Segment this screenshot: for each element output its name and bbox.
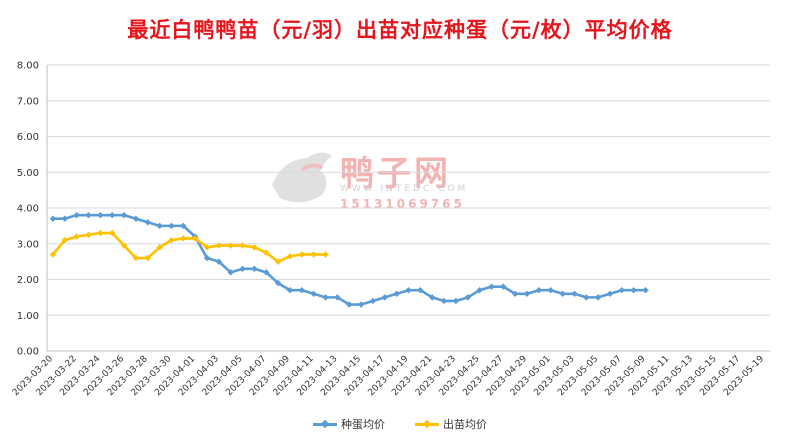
data-point-1: [49, 251, 57, 258]
data-point-0: [322, 294, 329, 301]
y-tick-label: 2.00: [17, 275, 39, 286]
legend: 种蛋均价 出苗均价: [0, 416, 800, 432]
data-point-1: [203, 244, 211, 251]
data-point-0: [274, 279, 282, 287]
data-point-0: [630, 287, 637, 294]
data-point-1: [108, 229, 116, 237]
data-point-1: [251, 244, 258, 251]
data-point-0: [263, 269, 270, 276]
data-point-0: [49, 215, 57, 222]
data-point-0: [97, 211, 104, 219]
data-point-1: [310, 251, 317, 258]
y-tick-label: 4.00: [17, 204, 39, 215]
chart-title: 最近白鸭鸭苗（元/羽）出苗对应种蛋（元/枚）平均价格: [127, 18, 673, 42]
data-point-0: [606, 290, 614, 297]
data-point-1: [227, 242, 234, 249]
legend-swatch-chick: [415, 422, 439, 426]
data-point-0: [168, 222, 175, 230]
data-point-0: [535, 287, 543, 294]
legend-item-egg: 种蛋均价: [313, 416, 385, 432]
data-point-1: [156, 244, 163, 251]
legend-label-chick: 出苗均价: [443, 418, 487, 431]
data-point-0: [642, 287, 649, 294]
legend-item-chick: 出苗均价: [415, 416, 487, 432]
data-point-1: [168, 236, 175, 244]
data-point-1: [120, 242, 128, 249]
data-point-0: [203, 254, 211, 262]
duck-logo-watermark: [272, 152, 332, 203]
data-point-0: [594, 294, 602, 301]
legend-label-egg: 种蛋均价: [341, 418, 385, 431]
data-point-0: [464, 294, 471, 301]
y-tick-label: 6.00: [17, 132, 39, 143]
data-point-0: [251, 265, 258, 272]
data-point-1: [85, 231, 92, 239]
legend-swatch-egg: [313, 422, 337, 426]
data-point-1: [132, 254, 140, 262]
data-point-0: [156, 222, 163, 230]
series-line-1: [51, 231, 326, 263]
y-tick-label: 0.00: [17, 347, 39, 358]
data-point-0: [571, 290, 578, 297]
data-point-1: [61, 236, 68, 244]
watermark-brand: 鸭子网: [340, 154, 451, 194]
data-point-0: [405, 287, 412, 294]
data-point-1: [263, 249, 270, 256]
data-point-1: [274, 258, 282, 265]
data-point-1: [286, 253, 294, 260]
data-point-0: [120, 211, 128, 219]
data-point-0: [369, 297, 377, 305]
data-point-0: [452, 297, 460, 305]
data-point-0: [310, 290, 317, 297]
data-point-1: [298, 251, 306, 258]
data-point-0: [547, 287, 554, 294]
data-point-1: [322, 251, 329, 258]
data-point-0: [286, 287, 294, 294]
data-point-0: [180, 222, 187, 230]
data-point-0: [618, 287, 626, 294]
data-point-0: [239, 265, 246, 272]
y-tick-label: 5.00: [17, 168, 39, 179]
data-point-0: [215, 258, 223, 265]
data-point-0: [227, 269, 234, 276]
data-point-0: [357, 301, 365, 308]
data-point-0: [334, 294, 341, 301]
data-point-0: [488, 283, 495, 290]
data-point-0: [429, 294, 436, 301]
data-point-0: [132, 215, 140, 222]
data-point-0: [559, 290, 566, 297]
data-point-1: [239, 242, 246, 249]
data-point-0: [393, 290, 400, 297]
series-line-0: [52, 213, 646, 306]
data-point-0: [511, 290, 519, 297]
data-point-1: [180, 235, 187, 242]
y-tick-label: 7.00: [17, 96, 39, 107]
data-point-0: [523, 290, 531, 297]
data-point-1: [97, 229, 104, 237]
data-point-0: [583, 294, 590, 301]
data-point-1: [73, 233, 80, 240]
data-point-0: [61, 215, 68, 222]
data-point-0: [73, 211, 80, 219]
y-tick-label: 1.00: [17, 311, 39, 322]
data-point-0: [500, 283, 507, 290]
data-point-0: [108, 211, 116, 219]
data-point-1: [215, 242, 223, 249]
data-point-0: [440, 297, 448, 305]
data-point-1: [144, 254, 151, 262]
watermark-url: WWW.INTEDC.COM: [340, 184, 469, 194]
data-point-0: [417, 287, 424, 294]
data-point-0: [85, 211, 92, 219]
data-point-0: [144, 219, 151, 226]
data-point-0: [298, 287, 306, 294]
data-point-0: [346, 301, 353, 308]
data-point-0: [381, 294, 388, 301]
y-tick-label: 8.00: [17, 61, 39, 72]
y-tick-label: 3.00: [17, 239, 39, 250]
data-point-0: [476, 287, 483, 294]
data-point-1: [191, 235, 199, 242]
